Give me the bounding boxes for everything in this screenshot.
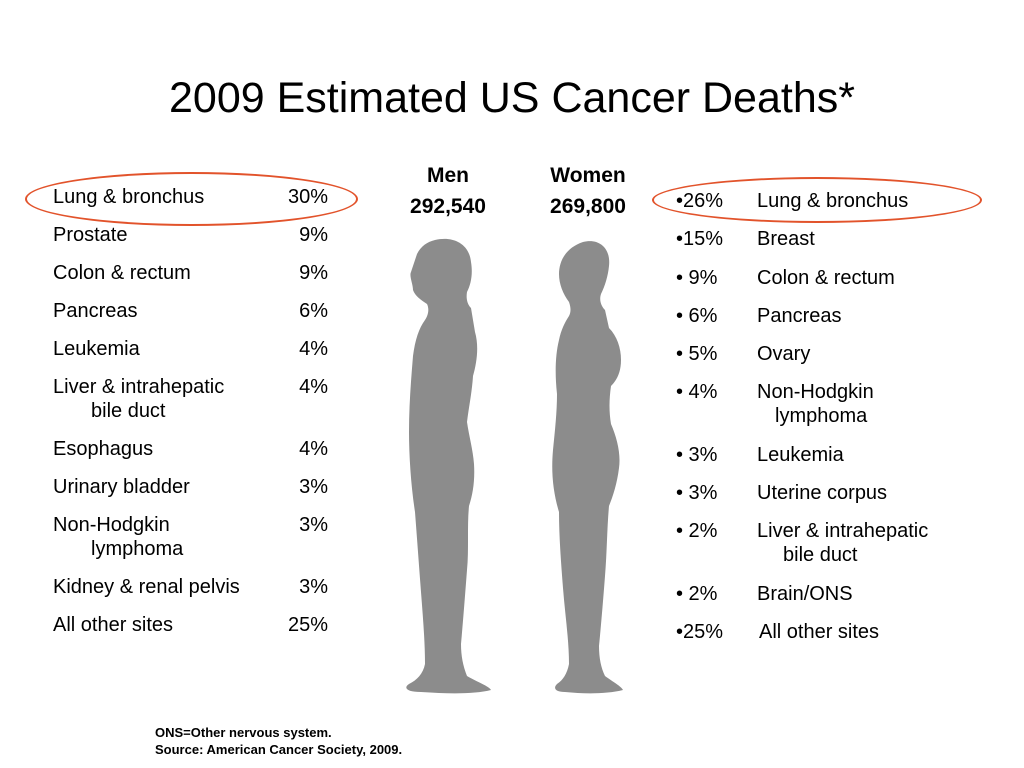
footnote-abbreviation: ONS=Other nervous system. xyxy=(155,725,332,740)
women-row: • 2% Brain/ONS xyxy=(676,582,996,606)
men-row: Lung & bronchus 30% xyxy=(53,185,343,209)
female-silhouette-icon xyxy=(552,241,623,694)
men-row: Kidney & renal pelvis 3% xyxy=(53,575,343,599)
site-label: Colon & rectum xyxy=(757,266,895,289)
men-row: All other sites 25% xyxy=(53,613,343,637)
site-label: Esophagus xyxy=(53,438,154,460)
women-row: •25% All other sites xyxy=(676,620,996,644)
women-label: Women xyxy=(550,164,626,187)
percent-value: 4% xyxy=(299,376,328,398)
percent-value: 4% xyxy=(299,438,328,460)
site-label: Non-Hodgkin xyxy=(53,514,170,536)
site-label: Urinary bladder xyxy=(53,476,190,498)
men-row: Pancreas 6% xyxy=(53,299,343,323)
site-label: Liver & intrahepatic xyxy=(53,376,225,398)
women-row: • 3% Leukemia xyxy=(676,443,996,467)
percent-value: 3% xyxy=(299,476,328,498)
women-row: • 5% Ovary xyxy=(676,342,996,366)
percent-value: 6% xyxy=(299,300,328,322)
men-row: Liver & intrahepatic bile duct 4% xyxy=(53,375,343,423)
percent-value: 30% xyxy=(287,186,328,208)
percent-value: • 3% xyxy=(676,443,718,466)
men-row: Colon & rectum 9% xyxy=(53,261,343,285)
percent-value: • 6% xyxy=(676,304,718,327)
site-label: Pancreas xyxy=(53,300,138,322)
site-label: All other sites xyxy=(759,620,880,643)
men-total: 292,540 xyxy=(410,195,486,218)
men-cancer-list: Lung & bronchus 30% Prostate 9% Colon & re… xyxy=(53,185,343,651)
women-header: Women 269,800 xyxy=(518,160,658,222)
site-label-continued: bile duct xyxy=(91,400,166,422)
site-label: Leukemia xyxy=(757,443,844,466)
site-label: Brain/ONS xyxy=(757,582,853,605)
percent-value: • 5% xyxy=(676,343,718,366)
percent-value: 9% xyxy=(299,262,328,284)
men-row: Non-Hodgkin lymphoma 3% xyxy=(53,513,343,561)
footnote-source: Source: American Cancer Society, 2009. xyxy=(155,742,403,757)
percent-value: 9% xyxy=(299,224,328,246)
percent-value: •26% xyxy=(676,190,724,212)
women-cancer-list: •26% Lung & bronchus •15% Breast • 9% Colon… xyxy=(676,189,996,658)
site-label: Non-Hodgkin xyxy=(757,381,874,404)
percent-value: • 2% xyxy=(676,582,718,605)
site-label: Lung & bronchus xyxy=(53,186,205,208)
site-label: Leukemia xyxy=(53,338,140,360)
women-row: •26% Lung & bronchus xyxy=(676,189,996,213)
site-label: Liver & intrahepatic xyxy=(757,520,929,543)
male-silhouette-icon xyxy=(406,238,491,694)
percent-value: 3% xyxy=(299,514,328,536)
percent-value: • 4% xyxy=(676,381,718,404)
site-label: Kidney & renal pelvis xyxy=(53,576,240,598)
women-row: • 9% Colon & rectum xyxy=(676,266,996,290)
men-row: Prostate 9% xyxy=(53,223,343,247)
site-label: All other sites xyxy=(53,614,174,636)
women-row: • 4% Non-Hodgkin lymphoma xyxy=(676,380,996,428)
site-label: Pancreas xyxy=(757,304,842,327)
men-row: Urinary bladder 3% xyxy=(53,475,343,499)
percent-value: 4% xyxy=(299,338,328,360)
site-label: Ovary xyxy=(757,343,811,366)
men-row: Esophagus 4% xyxy=(53,437,343,461)
slide-title: 2009 Estimated US Cancer Deaths* xyxy=(169,74,855,122)
percent-value: 25% xyxy=(287,614,328,636)
site-label-continued: lymphoma xyxy=(91,538,184,560)
percent-value: •15% xyxy=(676,228,724,251)
percent-value: • 3% xyxy=(676,482,718,505)
site-label: Uterine corpus xyxy=(757,482,888,505)
footnote: ONS=Other nervous system. Source: Americ… xyxy=(155,724,402,758)
women-total: 269,800 xyxy=(550,195,626,218)
women-row: • 3% Uterine corpus xyxy=(676,481,996,505)
site-label: Prostate xyxy=(53,224,128,246)
site-label: Colon & rectum xyxy=(53,262,191,284)
site-label-continued: bile duct xyxy=(783,544,858,567)
site-label: Lung & bronchus xyxy=(757,190,909,212)
site-label: Breast xyxy=(757,228,815,251)
percent-value: 3% xyxy=(299,576,328,598)
percent-value: • 2% xyxy=(676,520,718,543)
men-header: Men 292,540 xyxy=(378,160,518,222)
site-label-continued: lymphoma xyxy=(775,405,868,428)
women-row: •15% Breast xyxy=(676,227,996,251)
women-row: • 2% Liver & intrahepatic bile duct xyxy=(676,519,996,567)
men-row: Leukemia 4% xyxy=(53,337,343,361)
women-row: • 6% Pancreas xyxy=(676,304,996,328)
percent-value: •25% xyxy=(676,620,724,643)
percent-value: • 9% xyxy=(676,266,718,289)
men-label: Men xyxy=(427,164,469,187)
